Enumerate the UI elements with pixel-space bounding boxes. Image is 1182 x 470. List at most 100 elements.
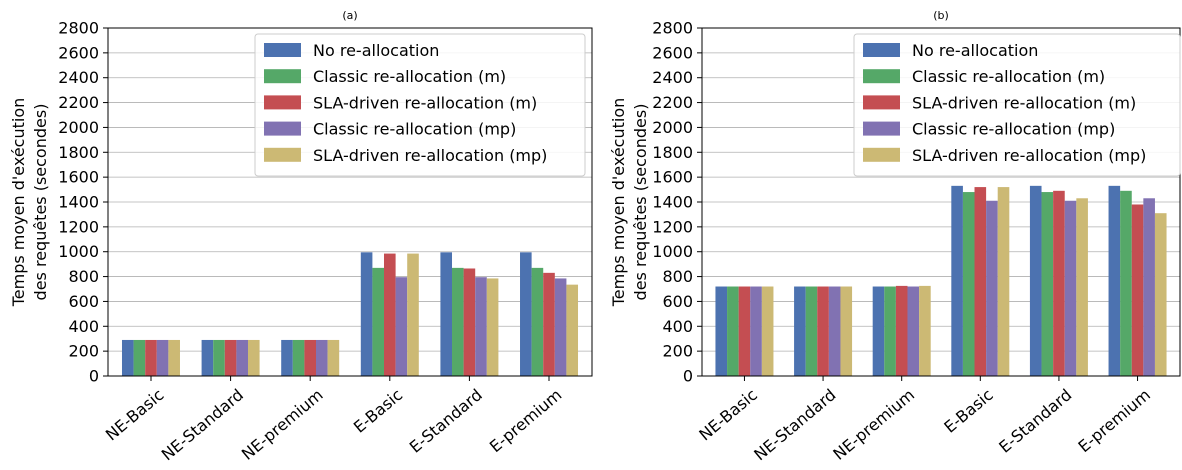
bar-no-re-allocation-ne-premium xyxy=(281,339,293,376)
y-tick-label: 1400 xyxy=(652,193,693,212)
y-axis-label: des requêtes (secondes) xyxy=(31,104,50,301)
legend-label: Classic re-allocation (m) xyxy=(912,67,1105,86)
legend-swatch xyxy=(264,121,301,136)
x-tick-label: NE-Standard xyxy=(158,385,247,464)
bar-sla-driven-re-allocation-mp--e-basic xyxy=(997,187,1010,376)
y-tick-label: 400 xyxy=(68,317,99,336)
legend-swatch xyxy=(863,69,900,84)
legend: No re-allocation Classic re-allocation (m… xyxy=(853,33,1181,177)
legend-label: SLA-driven re-allocation (m) xyxy=(313,93,537,112)
bar-classic-re-allocation-m--e-basic xyxy=(372,267,385,376)
legend-swatch xyxy=(264,69,301,84)
legend-swatch xyxy=(863,147,900,162)
bar-no-re-allocation-e-standard xyxy=(440,252,453,376)
bar-classic-re-allocation-m--ne-premium xyxy=(292,339,305,376)
x-tick-label: NE-premium xyxy=(829,385,918,464)
y-tick-label: 2000 xyxy=(58,118,99,137)
bar-no-re-allocation-ne-standard xyxy=(201,339,214,376)
bar-sla-driven-re-allocation-mp--e-standard xyxy=(1076,198,1088,376)
bar-classic-re-allocation-m--ne-basic xyxy=(133,339,146,376)
bar-sla-driven-re-allocation-mp--e-premium xyxy=(566,284,579,376)
legend-label: SLA-driven re-allocation (mp) xyxy=(912,146,1146,165)
bar-sla-driven-re-allocation-mp--ne-basic xyxy=(761,286,774,376)
y-tick-label: 1600 xyxy=(58,168,99,187)
legend-label: Classic re-allocation (mp) xyxy=(313,120,516,139)
bar-classic-re-allocation-mp--ne-premium xyxy=(315,339,328,376)
y-axis-label: Temps moyen d'exécution xyxy=(9,98,28,308)
bar-no-re-allocation-e-premium xyxy=(520,252,532,376)
y-tick-label: 800 xyxy=(662,267,693,286)
x-tick-label: E-Standard xyxy=(995,385,1075,457)
chart-panel-a: 0 200 400 600 800 1000 1200 1400 1600 1800 2000 220… xyxy=(9,9,593,464)
y-tick-label: 1800 xyxy=(652,143,693,162)
y-axis-label: des requêtes (secondes) xyxy=(631,104,650,301)
y-tick-label: 2600 xyxy=(58,43,99,62)
legend-swatch xyxy=(264,147,301,162)
bar-sla-driven-re-allocation-m--ne-standard xyxy=(224,339,237,376)
bar-no-re-allocation-e-premium xyxy=(1108,185,1121,376)
y-tick-label: 2400 xyxy=(58,68,99,87)
legend-label: SLA-driven re-allocation (mp) xyxy=(313,146,547,165)
bar-classic-re-allocation-mp--e-premium xyxy=(1143,198,1155,376)
bar-classic-re-allocation-mp--e-basic xyxy=(395,277,408,376)
y-tick-label: 2800 xyxy=(652,19,693,38)
legend-swatch xyxy=(264,43,301,57)
bar-classic-re-allocation-mp--e-standard xyxy=(475,277,487,376)
bar-sla-driven-re-allocation-m--e-standard xyxy=(463,268,476,376)
bar-classic-re-allocation-mp--ne-standard xyxy=(236,339,248,376)
legend-label: No re-allocation xyxy=(313,41,439,60)
y-axis-label: Temps moyen d'exécution xyxy=(609,98,628,308)
legend-swatch xyxy=(863,95,900,110)
bar-classic-re-allocation-m--e-premium xyxy=(1120,190,1132,376)
bar-sla-driven-re-allocation-m--ne-premium xyxy=(304,339,316,376)
bar-sla-driven-re-allocation-m--ne-premium xyxy=(895,285,908,376)
bar-sla-driven-re-allocation-mp--e-standard xyxy=(486,278,499,376)
y-tick-label: 1800 xyxy=(58,143,99,162)
bar-classic-re-allocation-mp--ne-basic xyxy=(750,286,762,376)
bar-classic-re-allocation-mp--ne-basic xyxy=(156,339,169,376)
bar-sla-driven-re-allocation-m--e-premium xyxy=(543,272,555,376)
y-tick-label: 2800 xyxy=(58,19,99,38)
bar-classic-re-allocation-mp--e-basic xyxy=(986,200,998,376)
y-tick-label: 200 xyxy=(68,342,99,361)
bar-classic-re-allocation-m--ne-standard xyxy=(213,339,225,376)
bar-classic-re-allocation-mp--e-standard xyxy=(1064,200,1077,376)
chart-title: (b) xyxy=(933,9,949,22)
y-tick-label: 400 xyxy=(662,317,693,336)
bar-sla-driven-re-allocation-mp--ne-standard xyxy=(840,286,853,376)
bar-sla-driven-re-allocation-mp--e-basic xyxy=(407,253,419,376)
legend-label: Classic re-allocation (m) xyxy=(313,67,506,86)
bar-classic-re-allocation-m--e-basic xyxy=(962,192,975,376)
bar-sla-driven-re-allocation-m--ne-standard xyxy=(817,286,829,376)
x-tick-label: NE-Standard xyxy=(750,385,839,464)
x-tick-label: NE-Basic xyxy=(102,385,168,444)
bar-sla-driven-re-allocation-m--ne-basic xyxy=(145,339,157,376)
bar-no-re-allocation-ne-standard xyxy=(794,286,806,376)
bar-classic-re-allocation-mp--ne-premium xyxy=(907,286,920,376)
bar-sla-driven-re-allocation-mp--ne-premium xyxy=(919,285,931,376)
legend-swatch xyxy=(863,121,900,136)
x-tick-label: NE-Basic xyxy=(695,385,761,444)
bar-sla-driven-re-allocation-mp--ne-basic xyxy=(168,339,180,376)
y-tick-label: 600 xyxy=(662,292,693,311)
x-tick-label: NE-premium xyxy=(238,385,327,464)
y-tick-label: 1200 xyxy=(652,217,693,236)
legend: No re-allocation Classic re-allocation (m… xyxy=(254,33,586,177)
bar-classic-re-allocation-m--e-standard xyxy=(452,267,464,376)
legend-swatch xyxy=(264,95,301,110)
x-tick-label: E-Basic xyxy=(940,385,996,437)
bar-no-re-allocation-e-basic xyxy=(951,185,963,376)
y-tick-label: 600 xyxy=(68,292,99,311)
y-tick-label: 800 xyxy=(68,267,99,286)
y-tick-label: 0 xyxy=(89,367,99,386)
bar-classic-re-allocation-m--ne-standard xyxy=(805,286,818,376)
chart-panel-b: 0 200 400 600 800 1000 1200 1400 1600 1800 2000 220… xyxy=(609,9,1181,464)
y-tick-label: 0 xyxy=(683,367,693,386)
bar-sla-driven-re-allocation-mp--ne-premium xyxy=(327,339,340,376)
y-tick-label: 2000 xyxy=(652,118,693,137)
bar-classic-re-allocation-m--ne-basic xyxy=(727,286,739,376)
bar-sla-driven-re-allocation-m--e-premium xyxy=(1131,204,1144,376)
bar-classic-re-allocation-m--ne-premium xyxy=(884,286,896,376)
bar-no-re-allocation-ne-basic xyxy=(715,286,728,376)
